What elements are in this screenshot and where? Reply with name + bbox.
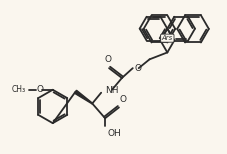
Text: O: O <box>36 85 43 94</box>
Text: NH: NH <box>105 86 118 95</box>
Polygon shape <box>74 90 92 104</box>
Text: Ars: Ars <box>162 35 173 41</box>
Text: OH: OH <box>107 129 121 138</box>
Text: O: O <box>135 64 142 73</box>
Text: O: O <box>120 95 127 105</box>
Text: CH₃: CH₃ <box>12 85 26 94</box>
Text: O: O <box>105 55 111 64</box>
